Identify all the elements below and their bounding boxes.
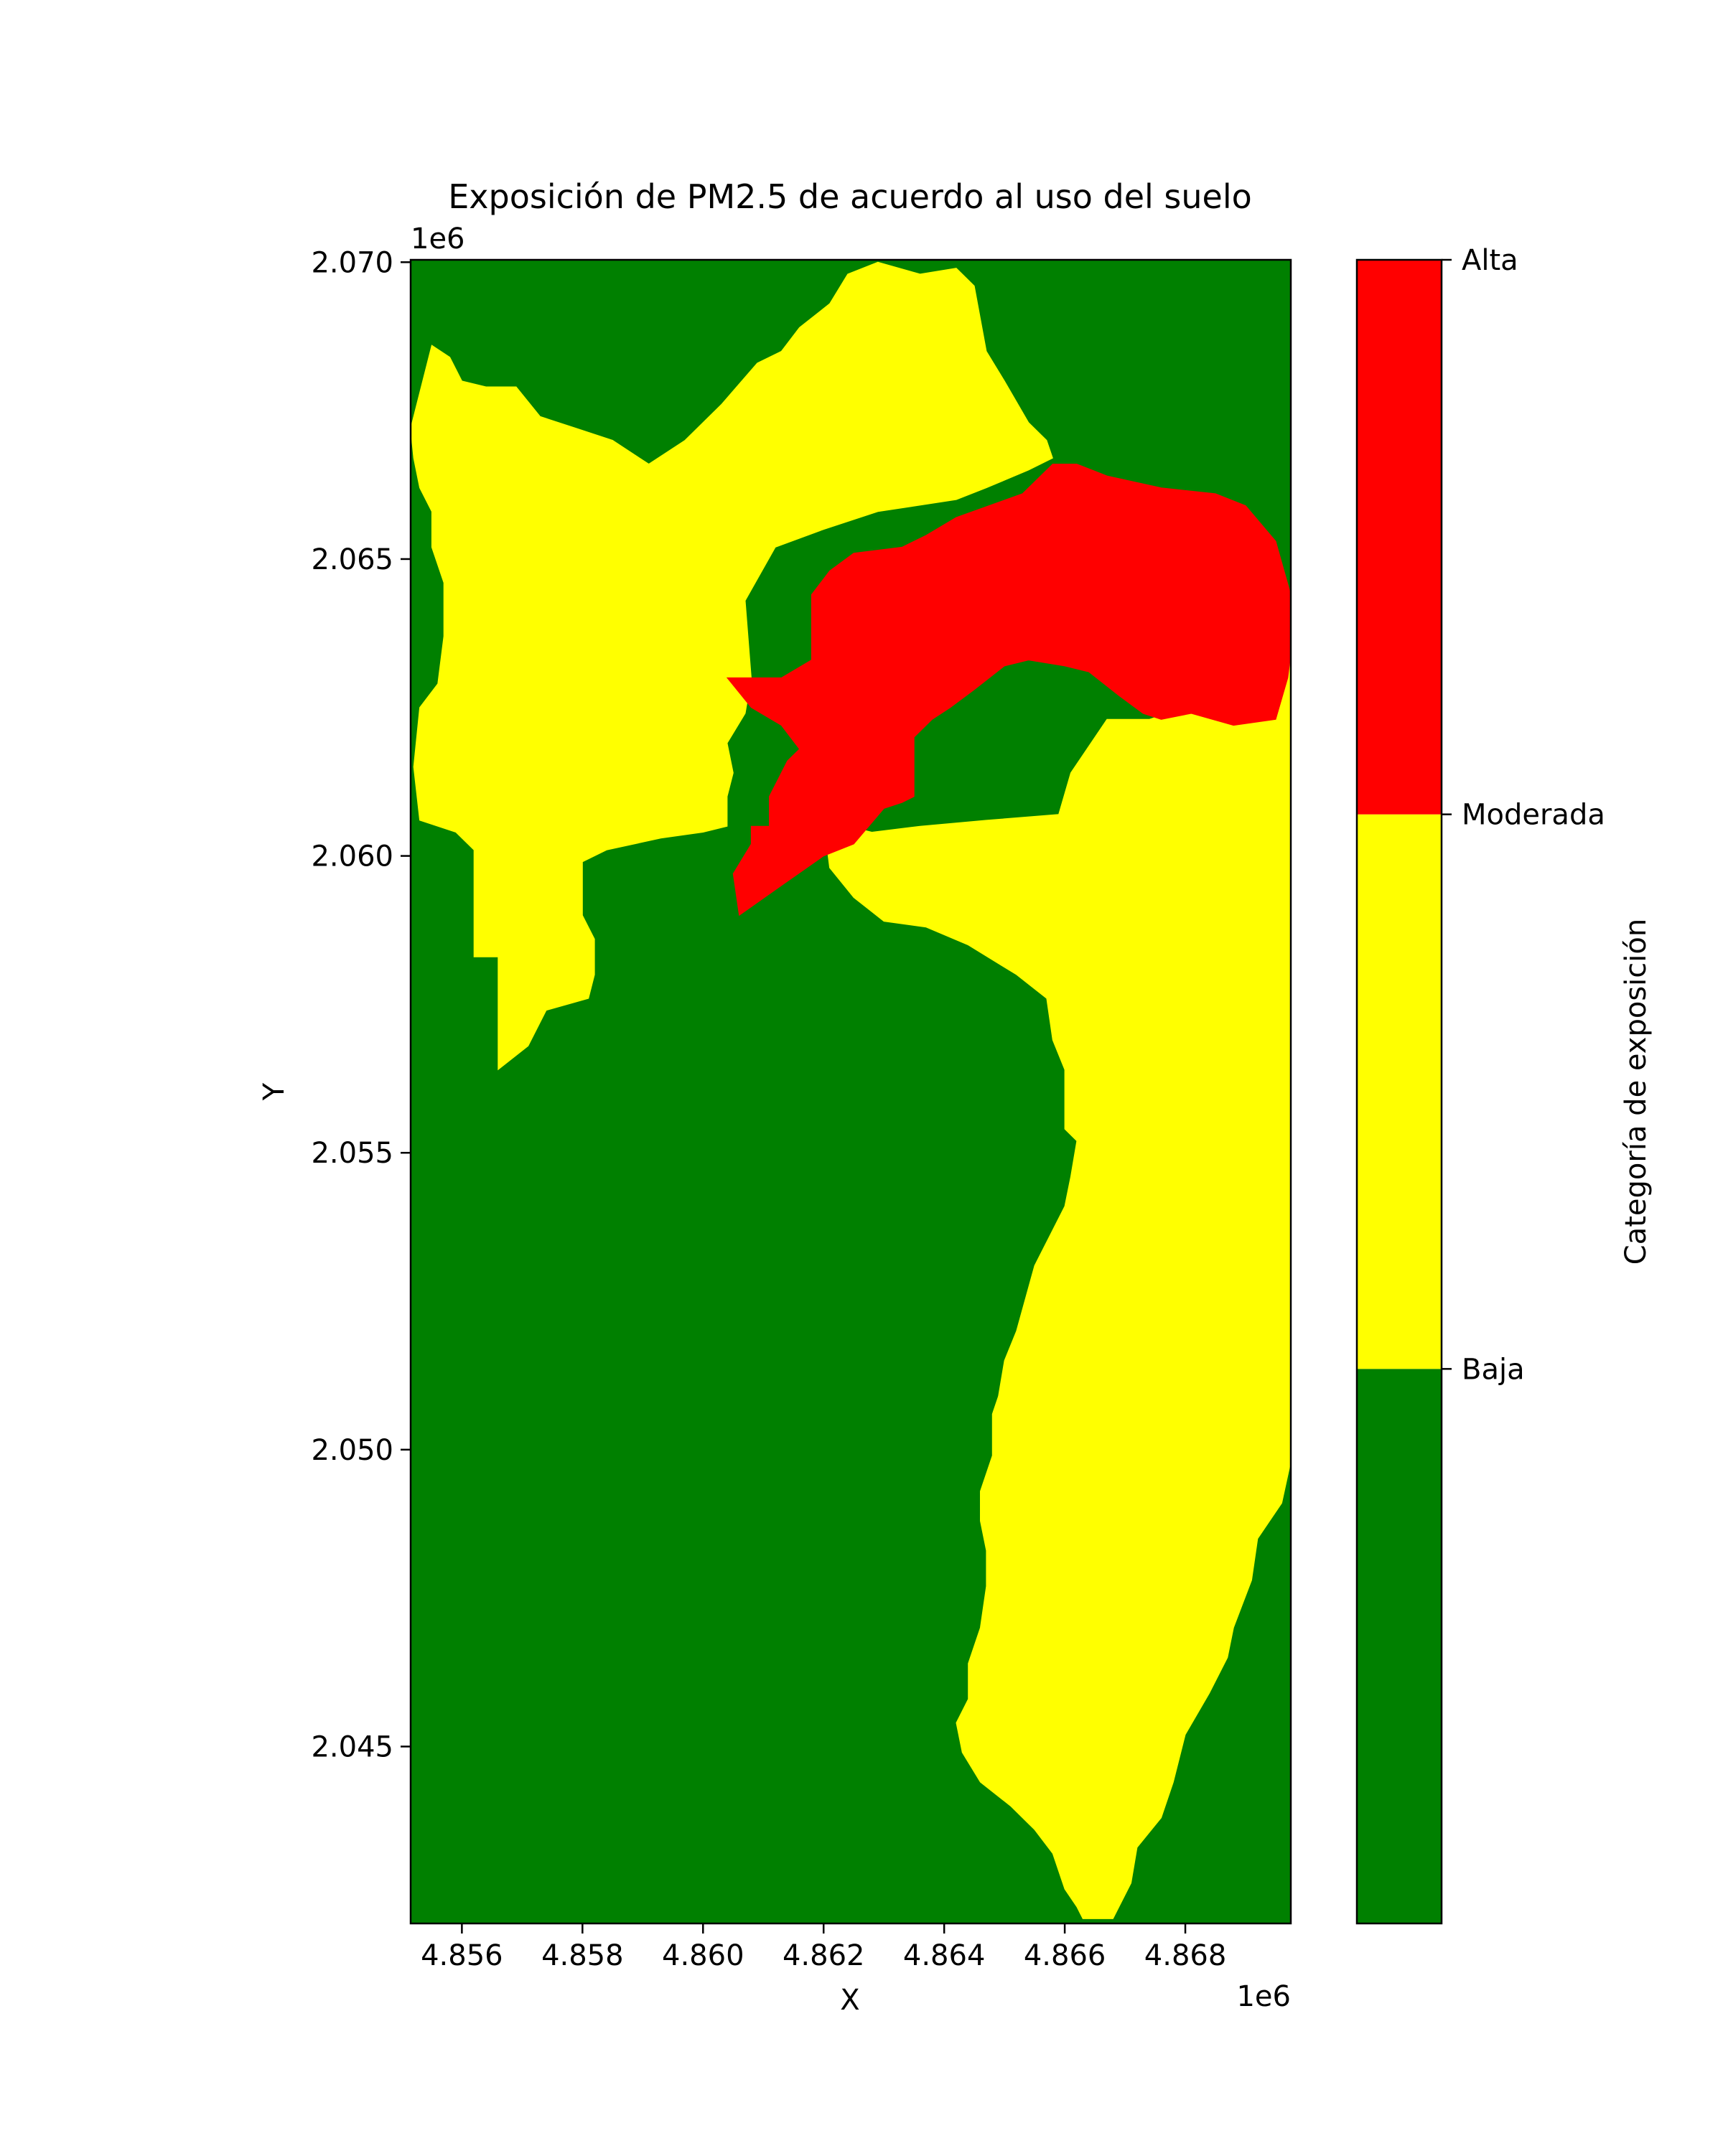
colorbar-frame	[1355, 258, 1443, 1925]
map-axes: 4.856 4.858 4.860 4.862 4.864 4.866 4.868 2.04…	[311, 246, 1292, 1972]
y-axis-ticks: 2.045 2.050 2.055 2.060 2.065 2.070	[311, 246, 411, 1763]
colorbar-tick-label-baja: Baja	[1462, 1353, 1525, 1386]
moderada-exposure-region-1	[410, 261, 1053, 1071]
x-tick-label: 4.868	[1144, 1939, 1227, 1972]
map-frame	[409, 258, 1292, 1925]
x-offset-label: 1e6	[1236, 1980, 1291, 2013]
colorbar-label: Categoría de exposición	[1620, 919, 1653, 1265]
colorbar-segment-alta	[1357, 260, 1442, 815]
colorbar-tick-label-alta: Alta	[1462, 244, 1518, 277]
x-tick-label: 4.866	[1024, 1939, 1106, 1972]
colorbar-segment-moderada	[1357, 814, 1442, 1369]
colorbar-segments	[1357, 260, 1442, 1923]
x-tick-label: 4.860	[662, 1939, 744, 1972]
colorbar-segment-baja	[1357, 1369, 1442, 1923]
y-tick-label: 2.060	[311, 840, 393, 873]
y-offset-label: 1e6	[411, 222, 465, 256]
x-axis-label: X	[840, 1984, 859, 2017]
x-tick-label: 4.864	[903, 1939, 986, 1972]
alta-exposure-region-1	[726, 464, 1292, 917]
colorbar: Baja Moderada Alta Categoría de exposición	[1355, 244, 1653, 1925]
y-tick-label: 2.045	[311, 1730, 393, 1763]
x-tick-label: 4.862	[783, 1939, 865, 1972]
y-tick-label: 2.070	[311, 246, 393, 279]
x-tick-label: 4.856	[421, 1939, 503, 1972]
y-tick-label: 2.065	[311, 543, 393, 576]
y-axis-label: Y	[258, 1082, 291, 1101]
colorbar-tick-label-moderada: Moderada	[1462, 799, 1605, 832]
chart-title: Exposición de PM2.5 de acuerdo al uso de…	[448, 177, 1252, 216]
y-tick-label: 2.055	[311, 1137, 393, 1170]
y-tick-label: 2.050	[311, 1434, 393, 1467]
colorbar-ticks: Baja Moderada Alta	[1442, 244, 1605, 1386]
exposure-regions	[410, 261, 1292, 1919]
x-tick-label: 4.858	[541, 1939, 624, 1972]
x-axis-ticks: 4.856 4.858 4.860 4.862 4.864 4.866 4.868	[421, 1923, 1226, 1972]
